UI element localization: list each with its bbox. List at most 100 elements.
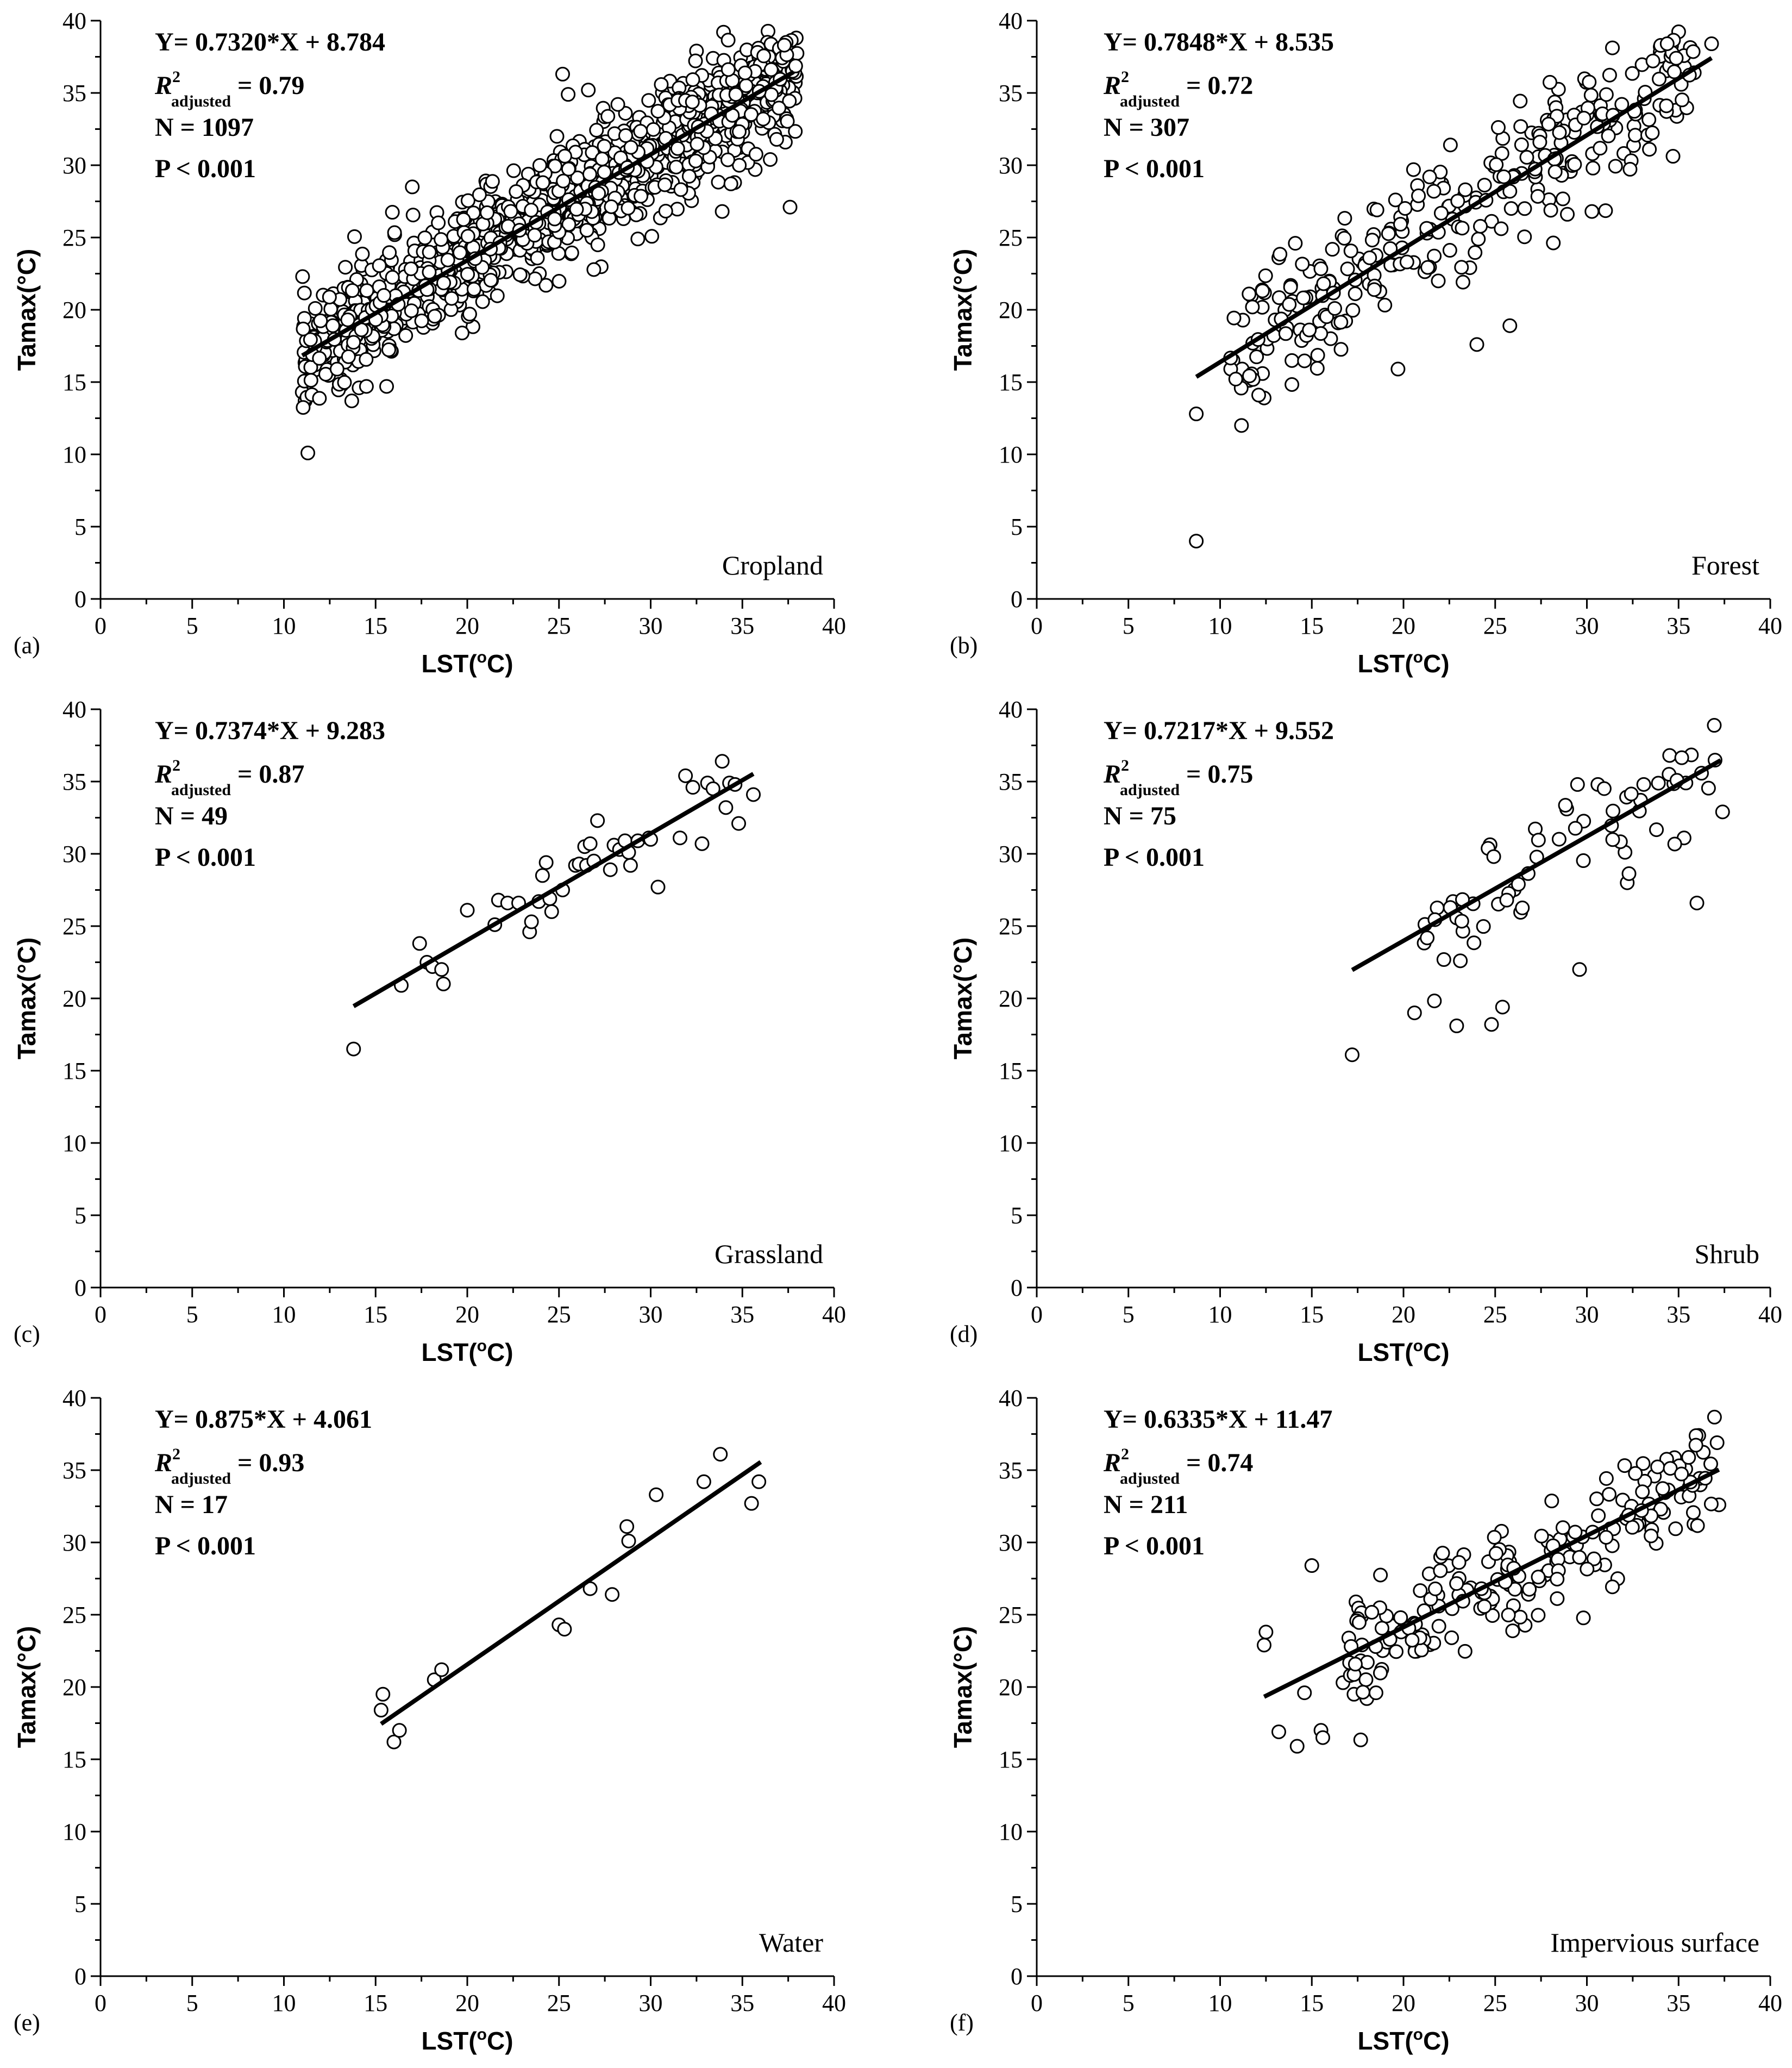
data-point bbox=[1406, 162, 1421, 177]
r2-text: R2 adjusted = 0.72 bbox=[1103, 68, 1253, 110]
data-point bbox=[524, 914, 539, 929]
x-axis-title-main: LST( bbox=[421, 2027, 477, 2055]
r2-text: R2 adjusted = 0.74 bbox=[1103, 1445, 1253, 1488]
data-point bbox=[1477, 178, 1492, 193]
data-point bbox=[1455, 221, 1470, 236]
data-point bbox=[657, 177, 673, 192]
data-point bbox=[623, 858, 638, 873]
data-point bbox=[557, 1622, 572, 1637]
r2-symbol: R bbox=[154, 1448, 172, 1477]
x-tick-label: 30 bbox=[639, 1990, 663, 2016]
data-point bbox=[1641, 112, 1657, 127]
data-point bbox=[1471, 232, 1486, 247]
data-point bbox=[650, 104, 666, 119]
data-point bbox=[427, 309, 442, 324]
data-point bbox=[422, 265, 437, 280]
data-point bbox=[782, 93, 797, 109]
data-point bbox=[776, 38, 792, 53]
data-point bbox=[1502, 318, 1518, 333]
r2-superscript: 2 bbox=[172, 68, 180, 86]
r2-symbol: R bbox=[154, 760, 172, 789]
data-point bbox=[1309, 361, 1325, 376]
panel-b: 0 5 10 15 20 25 30 35 40 0 5 10 15 20 25 30 35 40 LST(oC) T… bbox=[949, 8, 1782, 678]
data-point bbox=[1669, 51, 1684, 66]
data-point bbox=[456, 212, 471, 227]
data-point bbox=[634, 189, 649, 204]
data-point bbox=[535, 868, 550, 883]
x-tick-label: 20 bbox=[1392, 613, 1415, 639]
data-point bbox=[1431, 273, 1446, 289]
data-point bbox=[1568, 821, 1583, 836]
data-point bbox=[1582, 74, 1597, 90]
y-tick-label: 25 bbox=[999, 1602, 1023, 1628]
data-point bbox=[646, 122, 661, 137]
x-axis-title-end: C) bbox=[487, 2027, 513, 2055]
data-point bbox=[485, 174, 500, 189]
data-point bbox=[460, 229, 475, 244]
data-point bbox=[483, 273, 498, 288]
y-tick-label: 15 bbox=[999, 369, 1023, 396]
data-point bbox=[1282, 297, 1297, 312]
data-point bbox=[1625, 66, 1640, 81]
data-point bbox=[1398, 201, 1413, 216]
data-point bbox=[1433, 1563, 1448, 1578]
x-tick-label: 20 bbox=[1392, 1301, 1415, 1328]
data-point bbox=[772, 101, 787, 116]
data-point bbox=[312, 391, 327, 406]
data-point bbox=[404, 303, 419, 318]
data-point bbox=[503, 204, 518, 219]
y-tick-label: 30 bbox=[999, 841, 1023, 867]
data-point bbox=[1258, 1625, 1274, 1640]
data-point bbox=[751, 1474, 767, 1489]
data-point bbox=[673, 182, 688, 197]
data-point bbox=[1273, 247, 1288, 262]
x-tick-label: 5 bbox=[186, 1990, 198, 2016]
r2-value: = 0.79 bbox=[231, 71, 304, 100]
data-point bbox=[347, 229, 362, 244]
y-axis-title: Tamax(°C) bbox=[12, 938, 41, 1060]
data-point bbox=[1642, 142, 1657, 157]
data-point bbox=[1542, 74, 1557, 90]
data-point bbox=[610, 97, 625, 112]
data-point bbox=[385, 205, 400, 220]
y-tick-label: 35 bbox=[62, 80, 86, 107]
data-point bbox=[296, 321, 311, 336]
y-tick-label: 20 bbox=[999, 985, 1023, 1012]
x-tick-label: 20 bbox=[455, 613, 479, 639]
y-tick-label: 25 bbox=[999, 913, 1023, 940]
x-axis-title-end: C) bbox=[487, 1338, 513, 1366]
data-point bbox=[1337, 230, 1352, 246]
y-tick-label: 40 bbox=[62, 8, 86, 34]
x-axis-title-sup: o bbox=[477, 648, 487, 666]
data-point bbox=[1476, 919, 1491, 934]
y-tick-label: 25 bbox=[62, 913, 86, 940]
y-tick-label: 5 bbox=[1011, 1891, 1023, 1917]
y-tick-label: 20 bbox=[62, 985, 86, 1012]
panel-a: 0 5 10 15 20 25 30 35 40 0 5 10 15 20 25 30 35 40 LST(oC) T… bbox=[12, 8, 846, 678]
data-point bbox=[590, 813, 605, 828]
data-point bbox=[398, 328, 413, 343]
x-tick-label: 25 bbox=[1483, 1301, 1507, 1328]
y-tick-label: 0 bbox=[1011, 1274, 1023, 1301]
data-point bbox=[1652, 71, 1667, 86]
x-axis-title: LST(oC) bbox=[421, 1337, 513, 1366]
data-point bbox=[509, 184, 524, 199]
data-point bbox=[731, 124, 747, 139]
x-tick-label: 5 bbox=[1123, 613, 1135, 639]
r2-text: R2 adjusted = 0.75 bbox=[1103, 757, 1253, 799]
data-point bbox=[1390, 361, 1406, 377]
data-point bbox=[737, 65, 753, 80]
data-point bbox=[382, 245, 397, 260]
data-point bbox=[379, 379, 394, 394]
x-tick-label: 10 bbox=[272, 1301, 296, 1328]
sample-count: N = 49 bbox=[155, 802, 228, 830]
r2-value: = 0.87 bbox=[231, 760, 304, 789]
data-point bbox=[1531, 1608, 1546, 1623]
data-point bbox=[1665, 149, 1681, 164]
data-point bbox=[1530, 189, 1545, 204]
r2-value: = 0.72 bbox=[1180, 71, 1253, 100]
y-tick-label: 0 bbox=[74, 1274, 86, 1301]
data-point bbox=[1668, 1521, 1683, 1536]
data-point bbox=[1531, 1570, 1546, 1585]
x-axis-title-main: LST( bbox=[421, 1338, 477, 1366]
